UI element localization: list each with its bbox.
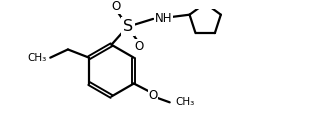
Text: CH₃: CH₃ — [27, 53, 46, 63]
Text: S: S — [122, 19, 133, 34]
Text: O: O — [149, 89, 158, 102]
Text: O: O — [134, 40, 143, 53]
Text: CH₃: CH₃ — [175, 97, 194, 107]
Text: NH: NH — [155, 12, 172, 25]
Text: O: O — [112, 0, 121, 13]
